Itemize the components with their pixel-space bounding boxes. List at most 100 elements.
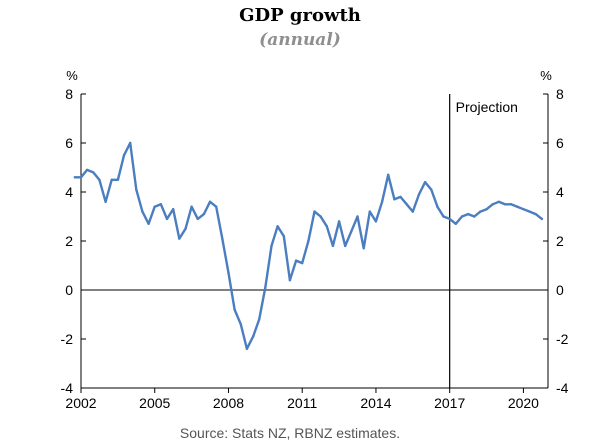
left-y-axis-ticks: -4 -2 0 2 4 6 8 [61, 86, 86, 396]
data-point [423, 181, 427, 184]
data-point [466, 212, 470, 216]
data-point [172, 208, 175, 211]
data-point [516, 205, 519, 208]
x-tick-label: 2014 [360, 395, 391, 411]
data-point [442, 215, 445, 218]
x-tick-label: 2002 [65, 395, 96, 411]
data-point [325, 225, 328, 228]
source-note: Source: Stats NZ, RBNZ estimates. [180, 425, 400, 441]
data-point [73, 176, 77, 179]
data-point [85, 168, 89, 172]
data-point [436, 205, 439, 208]
right-y-axis-ticks: -4 -2 0 2 4 6 8 [543, 86, 569, 396]
data-point [153, 205, 156, 208]
data-point [399, 195, 402, 199]
data-point [509, 203, 513, 206]
data-point [430, 188, 433, 191]
data-point [276, 225, 279, 228]
data-point [301, 261, 304, 265]
series-layer [73, 141, 544, 350]
data-point [448, 217, 451, 221]
left-y-tick-label: 2 [65, 233, 73, 249]
data-point [534, 212, 537, 216]
data-point [374, 220, 378, 223]
right-y-tick-label: 4 [556, 184, 564, 200]
data-point [165, 217, 169, 221]
data-point [110, 178, 113, 181]
left-y-tick-label: 6 [65, 135, 73, 151]
chart-subtitle: (annual) [259, 30, 341, 50]
data-point [282, 234, 285, 238]
x-tick-label: 2020 [508, 395, 539, 411]
left-y-tick-label: 0 [65, 282, 73, 298]
data-point [141, 210, 144, 213]
data-point [522, 208, 525, 211]
left-unit-label: % [66, 68, 78, 83]
data-point [460, 215, 464, 218]
data-point [319, 215, 322, 218]
data-point [362, 247, 365, 250]
data-point [221, 237, 224, 240]
left-y-tick-label: -4 [61, 380, 74, 396]
data-point [239, 323, 242, 326]
data-point [258, 318, 261, 321]
data-point [251, 335, 255, 338]
data-point [356, 215, 359, 218]
data-point [393, 198, 396, 201]
left-y-tick-label: 8 [65, 86, 73, 102]
x-axis-ticks: 2002 2005 2008 2011 2014 2017 2020 [65, 388, 539, 411]
data-point [405, 203, 408, 206]
data-point [479, 210, 482, 213]
data-point [528, 210, 531, 213]
left-y-tick-label: -2 [61, 331, 74, 347]
data-point [497, 200, 500, 203]
data-point [245, 347, 249, 350]
data-point [344, 244, 347, 248]
right-y-tick-label: 2 [556, 233, 564, 249]
x-tick-label: 2017 [434, 395, 465, 411]
data-point [202, 212, 206, 216]
data-point [92, 171, 95, 174]
x-tick-label: 2011 [287, 395, 317, 411]
data-point [387, 173, 390, 176]
data-point [98, 178, 101, 181]
data-point [411, 210, 414, 213]
data-point [380, 200, 384, 203]
data-point [196, 217, 199, 221]
data-point [227, 271, 230, 275]
left-y-tick-label: 4 [65, 184, 73, 200]
x-tick-label: 2005 [139, 395, 170, 411]
data-point [485, 208, 488, 211]
data-point [116, 178, 120, 181]
data-point [491, 203, 494, 206]
data-point [147, 222, 150, 225]
data-point [178, 237, 181, 240]
data-point [294, 259, 298, 262]
data-point [122, 154, 126, 157]
right-unit-label: % [540, 68, 552, 83]
right-y-tick-label: -2 [556, 331, 569, 347]
data-point [159, 203, 163, 206]
data-point [503, 203, 507, 206]
data-point [79, 176, 83, 179]
x-tick-label: 2008 [213, 395, 244, 411]
data-point [288, 279, 292, 282]
data-point [215, 205, 218, 208]
right-y-tick-label: 0 [556, 282, 564, 298]
data-point [307, 239, 310, 243]
right-y-tick-label: -4 [556, 380, 569, 396]
data-point [540, 217, 544, 221]
data-point [135, 188, 138, 191]
data-point [208, 200, 212, 203]
data-point [233, 308, 236, 311]
data-point [350, 230, 353, 233]
data-point [368, 210, 371, 213]
chart-title: GDP growth [239, 5, 361, 26]
data-point [184, 227, 187, 230]
data-point [129, 141, 132, 145]
data-point [104, 200, 107, 203]
data-point [454, 222, 457, 225]
data-point [331, 244, 335, 248]
right-y-tick-label: 8 [556, 86, 564, 102]
